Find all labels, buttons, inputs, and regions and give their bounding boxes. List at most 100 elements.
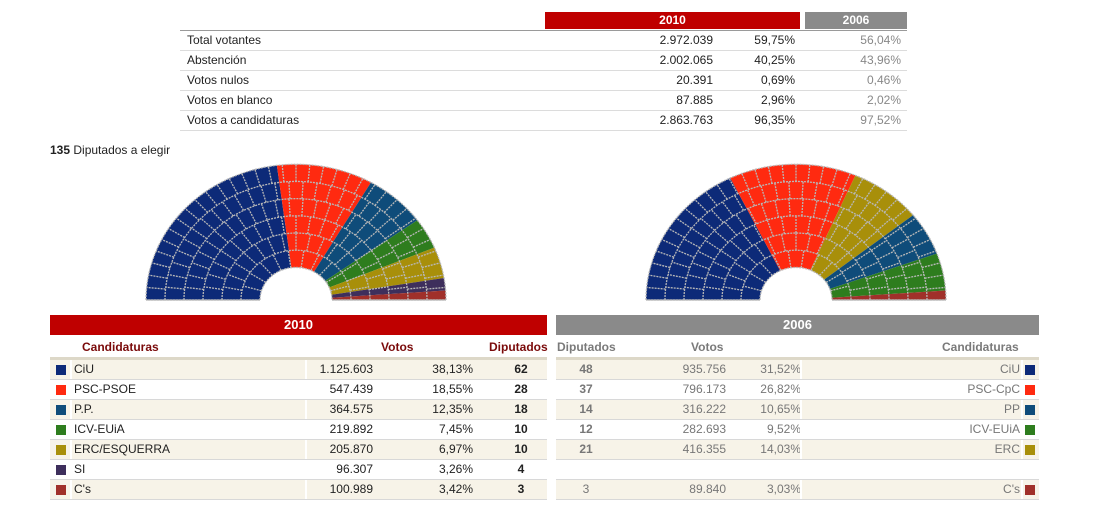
column-divider [305, 360, 307, 379]
seat-divider [184, 286, 204, 291]
seat-divider [888, 286, 908, 291]
summary-pct-2006: 2,02% [866, 93, 901, 107]
party-color-swatch [56, 365, 66, 375]
seat-divider [377, 250, 395, 261]
ring-gridline [721, 232, 871, 301]
result-row-2010: SI 96.307 3,26% 4 [50, 460, 547, 480]
seat-divider [385, 274, 405, 280]
seat-divider [167, 273, 187, 279]
seat-divider [194, 199, 209, 213]
seat-divider [892, 208, 908, 221]
seat-divider [368, 286, 388, 291]
seat-divider [223, 286, 243, 291]
summary-value: 2.863.763 [659, 113, 713, 127]
party-seats-2006: 14 [579, 402, 593, 416]
summary-pct-2006: 0,46% [866, 73, 901, 87]
seat-divider [651, 262, 671, 269]
seat-divider [841, 262, 858, 273]
result-row-2010: ICV-EUiA 219.892 7,45% 10 [50, 420, 547, 440]
seat-divider [227, 273, 246, 282]
seat-divider [743, 285, 762, 292]
summary-pct: 2,96% [760, 93, 795, 107]
seat-divider [205, 239, 222, 252]
party-color-swatch-2006 [1025, 485, 1035, 495]
seat-divider [229, 240, 245, 254]
seat-divider [341, 262, 358, 273]
column-divider [800, 440, 802, 459]
party-color-swatch [56, 385, 66, 395]
seat-divider [720, 249, 737, 262]
party-pct-2006: 31,52% [760, 362, 801, 376]
column-divider [70, 400, 72, 419]
seat-divider [197, 250, 215, 261]
ring-gridline [259, 266, 333, 301]
seat-divider [183, 238, 201, 249]
seat-divider [687, 274, 707, 280]
party-votes: 100.989 [329, 482, 373, 496]
summary-label: Total votantes [187, 33, 262, 47]
seat-divider [155, 250, 175, 258]
party-votes-2006: 796.173 [682, 382, 726, 396]
party-votes: 364.575 [329, 402, 373, 416]
seat-divider [334, 252, 349, 266]
summary-value: 2.002.065 [659, 53, 713, 67]
column-divider [800, 360, 802, 379]
party-seats-2006: 37 [579, 382, 593, 396]
seat-divider [161, 238, 180, 248]
party-votes: 96.307 [336, 462, 373, 476]
party-votes: 219.892 [329, 422, 373, 436]
seat-divider [191, 227, 208, 240]
party-seats: 10 [514, 442, 528, 456]
party-color-swatch [56, 485, 66, 495]
seat-divider [346, 273, 365, 282]
seat-divider [665, 286, 685, 290]
seat-divider [675, 217, 692, 230]
seat-divider [243, 285, 262, 292]
seat-divider [907, 286, 927, 290]
seat-divider [885, 274, 905, 280]
summary-row: Votos en blanco 87.885 2,96% 2,02% [180, 91, 907, 111]
seat-divider [705, 239, 722, 252]
seat-divider [700, 217, 716, 231]
party-name-2006: ERC [994, 442, 1020, 456]
seat-divider [146, 286, 166, 290]
result-row-2006 [556, 460, 1039, 480]
ring-gridline [240, 249, 352, 301]
seat-divider [704, 286, 724, 291]
seat-divider [891, 238, 909, 249]
result-row-2006: 21 416.355 14,03% ERC [556, 440, 1039, 460]
ring-gridline [164, 180, 428, 301]
summary-year-2010: 2010 [545, 12, 800, 29]
summary-label: Votos a candidaturas [187, 113, 300, 127]
seat-divider [392, 208, 408, 221]
column-divider [1021, 380, 1023, 399]
seat-divider [349, 286, 369, 291]
seat-divider [421, 262, 441, 269]
column-divider [70, 360, 72, 379]
seat-divider [694, 199, 709, 213]
summary-row: Votos nulos 20.391 0,69% 0,46% [180, 71, 907, 91]
seat-divider [671, 261, 691, 269]
seat-divider [924, 274, 944, 279]
party-votes: 547.439 [329, 382, 373, 396]
party-name-2006: C's [1003, 482, 1020, 496]
party-name: C's [74, 482, 91, 496]
party-wedge-p-p- [314, 182, 418, 281]
party-color-swatch-2006 [1025, 365, 1035, 375]
seat-divider [905, 273, 925, 279]
seat-divider [849, 286, 869, 291]
seat-divider [370, 239, 387, 252]
seat-divider [655, 250, 675, 258]
summary-row: Abstención 2.002.065 40,25% 43,96% [180, 51, 907, 71]
party-name: ERC/ESQUERRA [74, 442, 171, 456]
seats-label: Diputados a elegir [73, 143, 171, 157]
seat-divider [676, 249, 695, 259]
seat-divider [830, 285, 849, 292]
party-pct: 3,42% [438, 482, 473, 496]
ring-gridline [664, 180, 928, 301]
column-divider [1021, 360, 1023, 379]
summary-value: 2.972.039 [659, 33, 713, 47]
column-divider [70, 440, 72, 459]
party-pct-2006: 26,82% [760, 382, 801, 396]
seat-divider [729, 240, 745, 254]
